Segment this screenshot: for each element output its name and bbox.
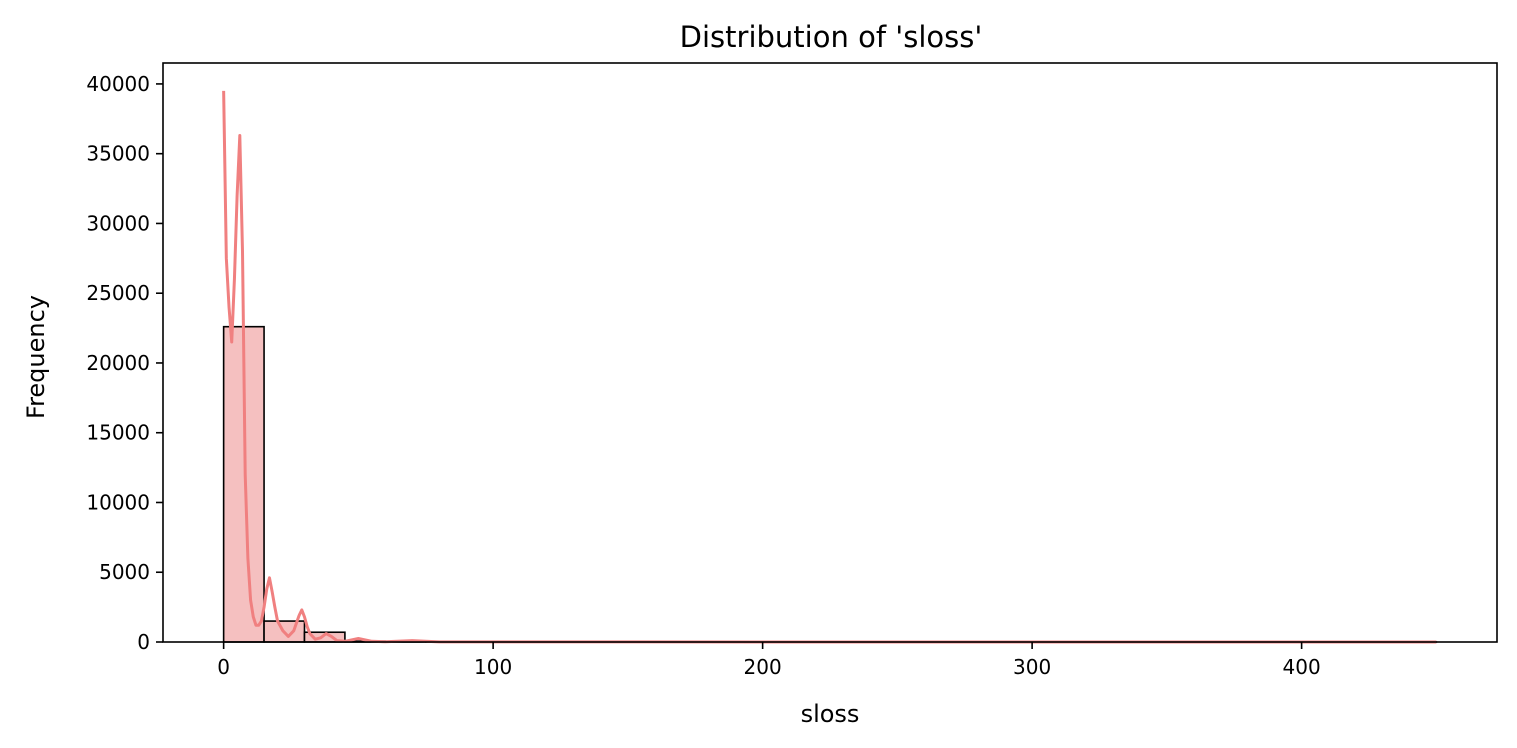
y-tick-label: 0 (137, 630, 150, 654)
y-tick-label: 30000 (86, 211, 150, 235)
x-axis-ticks: 0 100 200 300 400 (217, 642, 1321, 679)
y-tick-label: 40000 (86, 72, 150, 96)
x-tick-label: 100 (474, 655, 512, 679)
plot-frame (162, 62, 1498, 643)
y-tick-label: 20000 (86, 351, 150, 375)
chart-title: Distribution of 'sloss' (680, 20, 983, 54)
x-tick-label: 300 (1013, 655, 1051, 679)
x-tick-label: 0 (217, 655, 230, 679)
y-axis-ticks: 0 5000 10000 15000 20000 25000 30000 35000 40000 (86, 72, 163, 654)
y-tick-label: 10000 (86, 490, 150, 514)
y-axis-title: Frequency (22, 295, 50, 419)
y-tick-label: 5000 (99, 560, 150, 584)
kde-layer (222, 90, 1437, 644)
x-tick-label: 200 (744, 655, 782, 679)
y-tick-label: 15000 (86, 421, 150, 445)
x-axis-title: sloss (801, 700, 860, 728)
kde-line (222, 90, 1437, 644)
y-tick-label: 25000 (86, 281, 150, 305)
x-tick-label: 400 (1283, 655, 1321, 679)
y-tick-label: 35000 (86, 142, 150, 166)
bars-layer (222, 325, 1438, 643)
